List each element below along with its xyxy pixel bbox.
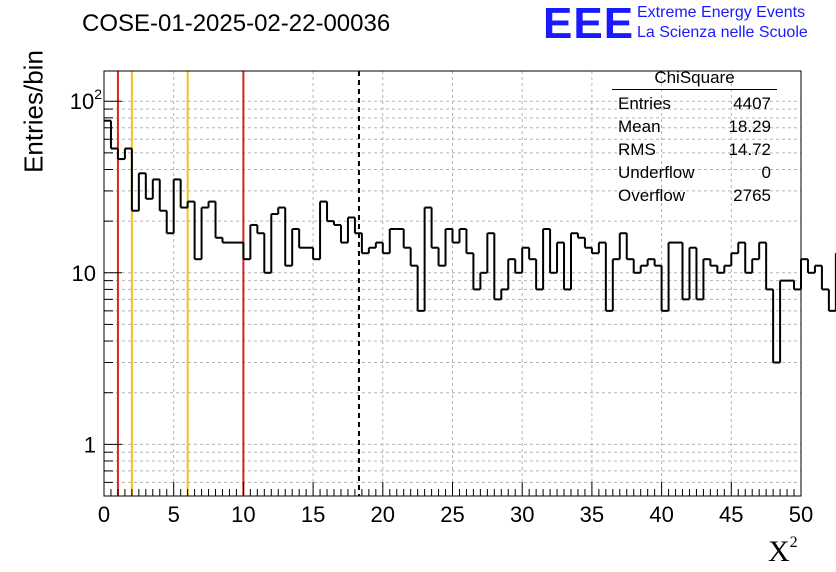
- chart-title: COSE-01-2025-02-22-00036: [82, 10, 391, 37]
- x-tick-label: 15: [301, 502, 325, 527]
- grid-lines: [103, 71, 802, 497]
- x-tick-label: 10: [231, 502, 255, 527]
- axis-tick-labels: 0 5 10 15 20 25 30 35 40 45 50 1 10 102: [70, 86, 814, 527]
- x-tick-label: 20: [371, 502, 395, 527]
- stats-row: RMS 14.72: [618, 140, 771, 159]
- logo-mark: EEE: [543, 0, 635, 48]
- logo-line-1: Extreme Energy Events: [637, 4, 806, 21]
- stats-row: Underflow 0: [618, 163, 771, 182]
- x-tick-label: 30: [510, 502, 534, 527]
- axis-ticks: [103, 100, 802, 497]
- x-tick-label: 50: [789, 502, 813, 527]
- y-axis-label: Entries/bin: [18, 50, 49, 173]
- stats-box: ChiSquare Entries 4407 Mean 18.29 RMS 14.72…: [612, 68, 777, 207]
- y-tick-label: 102: [70, 86, 102, 114]
- x-tick-label: 25: [440, 502, 464, 527]
- x-tick-label: 5: [168, 502, 180, 527]
- stats-row: Overflow 2765: [618, 186, 771, 205]
- stats-row: Entries 4407: [618, 94, 771, 113]
- x-tick-label: 45: [719, 502, 743, 527]
- x-axis-label: X2: [768, 534, 798, 568]
- reference-lines: [116, 71, 360, 496]
- y-tick-label: 10: [72, 261, 96, 286]
- stats-title: ChiSquare: [612, 68, 777, 90]
- histogram-bars: [104, 119, 836, 364]
- x-tick-label: 0: [98, 502, 110, 527]
- x-tick-label: 35: [580, 502, 604, 527]
- y-tick-label: 1: [84, 432, 96, 457]
- stats-row: Mean 18.29: [618, 117, 771, 136]
- logo-line-2: La Scienza nelle Scuole: [637, 24, 808, 41]
- x-tick-label: 40: [649, 502, 673, 527]
